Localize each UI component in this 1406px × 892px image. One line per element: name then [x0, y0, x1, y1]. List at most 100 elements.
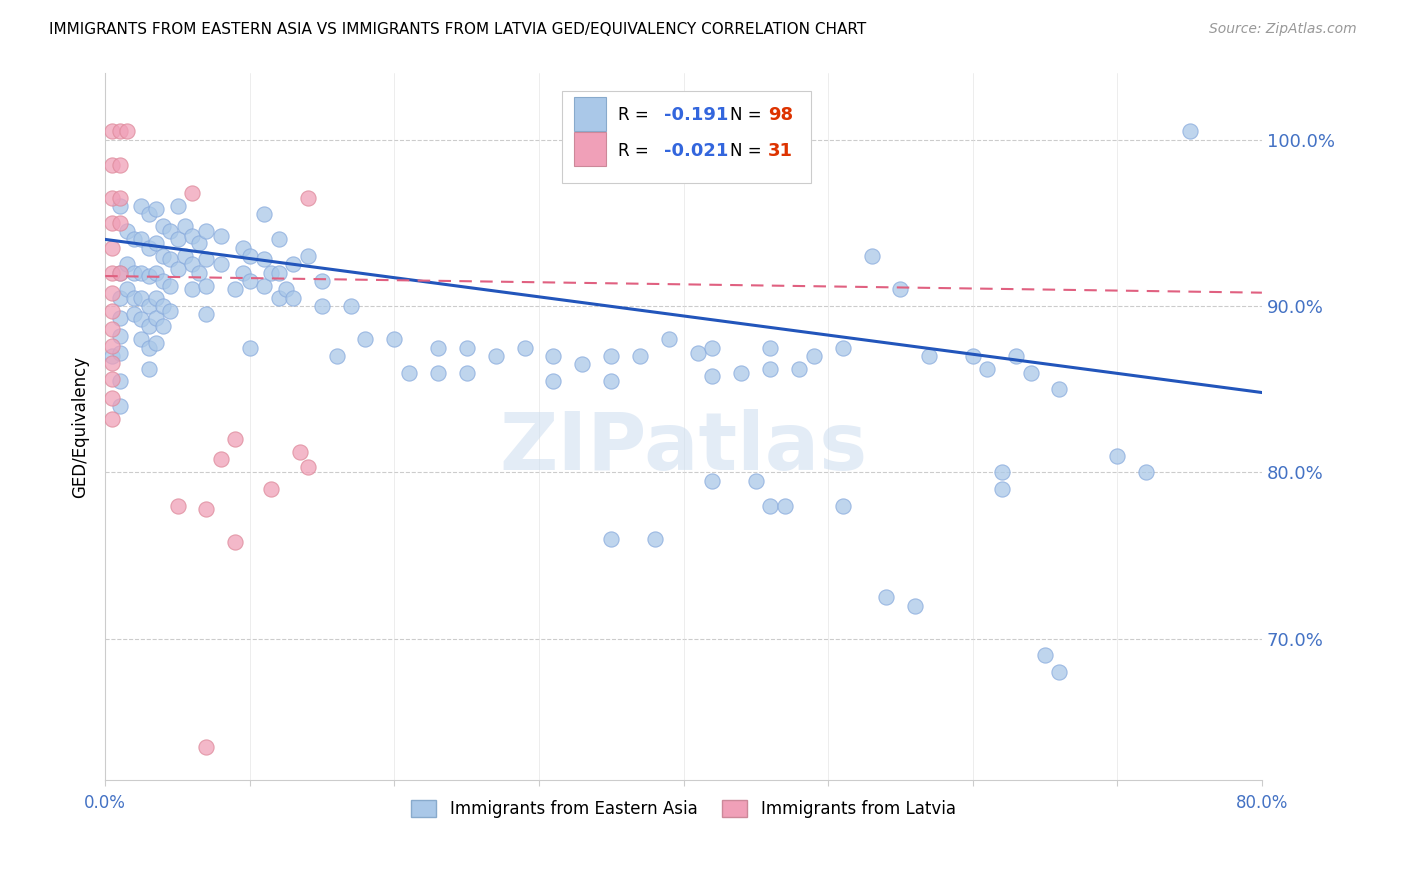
Point: [131, 332, 153, 346]
Point: [145, 335, 167, 350]
Point: [600, 532, 623, 546]
Point: [122, 307, 145, 321]
Point: [159, 279, 181, 293]
Point: [108, 345, 131, 359]
Point: [145, 291, 167, 305]
Point: [311, 299, 333, 313]
Point: [1005, 349, 1028, 363]
Point: [145, 202, 167, 217]
Point: [101, 191, 124, 205]
Text: 98: 98: [768, 106, 793, 124]
Point: [260, 482, 283, 496]
Point: [138, 318, 160, 333]
Point: [1049, 382, 1071, 396]
Point: [138, 268, 160, 283]
Point: [166, 232, 188, 246]
Point: [384, 332, 406, 346]
Legend: Immigrants from Eastern Asia, Immigrants from Latvia: Immigrants from Eastern Asia, Immigrants…: [405, 794, 963, 825]
Point: [224, 432, 246, 446]
Point: [702, 368, 724, 383]
Point: [232, 241, 254, 255]
Point: [628, 349, 651, 363]
Point: [195, 307, 218, 321]
Point: [658, 332, 681, 346]
Point: [325, 349, 347, 363]
Point: [297, 249, 319, 263]
Bar: [574, 97, 606, 131]
Point: [224, 282, 246, 296]
Point: [702, 474, 724, 488]
Point: [484, 349, 506, 363]
Point: [115, 224, 138, 238]
Point: [297, 460, 319, 475]
Point: [1107, 449, 1129, 463]
Text: N =: N =: [730, 142, 766, 160]
Point: [803, 349, 825, 363]
Point: [224, 535, 246, 549]
Point: [239, 249, 262, 263]
Point: [152, 274, 174, 288]
Text: N =: N =: [730, 106, 766, 124]
Point: [875, 591, 897, 605]
Point: [398, 366, 420, 380]
Point: [702, 341, 724, 355]
Point: [108, 266, 131, 280]
Point: [181, 257, 204, 271]
Point: [115, 124, 138, 138]
Point: [297, 191, 319, 205]
Point: [181, 186, 204, 200]
Y-axis label: GED/Equivalency: GED/Equivalency: [72, 356, 89, 498]
Point: [354, 332, 377, 346]
Point: [108, 374, 131, 388]
Point: [600, 349, 623, 363]
Point: [173, 219, 195, 233]
Point: [122, 291, 145, 305]
Point: [108, 266, 131, 280]
Point: [253, 207, 276, 221]
Point: [122, 266, 145, 280]
Point: [253, 279, 276, 293]
Point: [166, 199, 188, 213]
Point: [108, 216, 131, 230]
Point: [209, 229, 232, 244]
Point: [759, 499, 782, 513]
Point: [239, 274, 262, 288]
Point: [131, 291, 153, 305]
Point: [759, 362, 782, 376]
Point: [990, 466, 1012, 480]
Point: [831, 499, 853, 513]
Point: [101, 349, 124, 363]
Point: [108, 124, 131, 138]
Point: [101, 355, 124, 369]
Point: [115, 282, 138, 296]
Point: [730, 366, 752, 380]
Point: [101, 339, 124, 353]
Point: [267, 291, 290, 305]
Point: [159, 304, 181, 318]
Text: 0.0%: 0.0%: [84, 794, 127, 812]
Point: [159, 224, 181, 238]
Text: R =: R =: [617, 142, 654, 160]
Point: [152, 299, 174, 313]
Point: [860, 249, 883, 263]
Point: [456, 341, 478, 355]
Point: [904, 599, 927, 613]
Point: [571, 357, 593, 371]
Point: [108, 199, 131, 213]
Point: [101, 266, 124, 280]
Point: [962, 349, 984, 363]
Point: [976, 362, 998, 376]
Point: [759, 341, 782, 355]
Point: [209, 452, 232, 467]
Point: [138, 241, 160, 255]
Text: 80.0%: 80.0%: [1236, 794, 1288, 812]
Point: [131, 266, 153, 280]
Point: [340, 299, 363, 313]
Point: [101, 412, 124, 426]
Point: [108, 399, 131, 413]
Point: [101, 216, 124, 230]
Point: [188, 235, 211, 250]
Point: [101, 285, 124, 300]
Point: [101, 391, 124, 405]
Point: [173, 249, 195, 263]
